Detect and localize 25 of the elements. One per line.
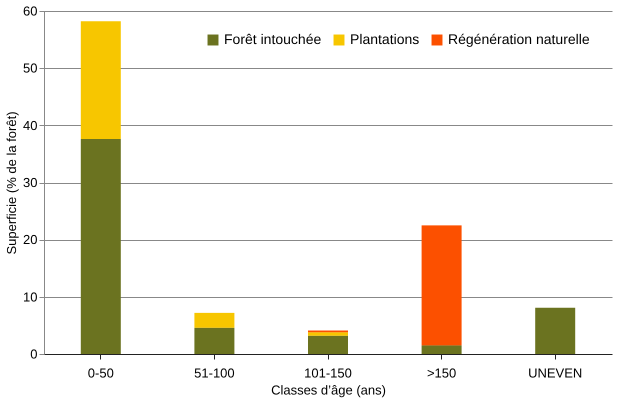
y-tick-label: 50 <box>23 60 38 76</box>
y-tick-label: 60 <box>23 4 38 18</box>
legend-label: Régénération naturelle <box>448 31 590 47</box>
x-axis-title: Classes d’âge (ans) <box>271 382 386 398</box>
x-tick-label: >150 <box>426 366 456 380</box>
bar <box>422 345 462 354</box>
bar <box>535 308 576 354</box>
legend-label: Forêt intouchée <box>224 31 322 47</box>
legend-label: Plantations <box>350 31 420 47</box>
y-tick-label: 10 <box>23 289 38 304</box>
bar <box>80 139 121 354</box>
bar <box>308 336 348 354</box>
bar <box>194 312 234 328</box>
y-axis-title: Superficie (% de la forêt) <box>4 111 20 255</box>
y-tick-label: 20 <box>23 232 38 248</box>
x-tick-label: 101-150 <box>304 366 352 380</box>
y-tick-label: 0 <box>30 346 38 362</box>
x-tick-label: UNEVEN <box>528 366 582 380</box>
x-tick-label: 51-100 <box>194 366 235 380</box>
bar <box>80 21 121 140</box>
y-tick-label: 40 <box>23 118 38 133</box>
bar <box>194 328 234 354</box>
bar <box>422 225 462 346</box>
y-tick-label: 30 <box>23 175 38 190</box>
x-tick-label: 0-50 <box>88 366 114 380</box>
